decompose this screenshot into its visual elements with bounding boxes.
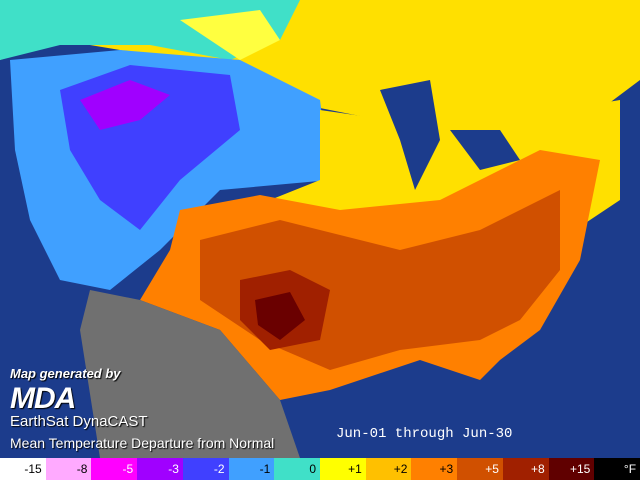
legend-swatch: +5: [457, 458, 503, 480]
legend-swatch: -8: [45, 458, 92, 480]
legend-label: -15: [24, 462, 42, 476]
product-name: EarthSat DynaCAST: [10, 413, 148, 430]
credit-line: Map generated by: [10, 366, 121, 381]
legend-label: +1: [348, 462, 362, 476]
legend-swatch: -2: [182, 458, 229, 480]
legend-label: +15: [569, 462, 591, 476]
legend-swatch: +3: [411, 458, 458, 480]
legend-swatch: +1: [320, 458, 366, 480]
legend-label: +3: [439, 462, 454, 476]
map-description: Mean Temperature Departure from Normal: [10, 435, 275, 451]
legend-swatch: +2: [365, 458, 412, 480]
legend-label: -1: [259, 462, 271, 476]
period: Jun-01 through Jun-30: [336, 426, 513, 442]
legend-swatch: -3: [137, 458, 183, 480]
legend-label: °F: [623, 462, 637, 476]
map: [0, 0, 640, 458]
legend-swatch: °F: [594, 458, 640, 480]
legend-label: +2: [393, 462, 408, 476]
legend-swatch: -1: [228, 458, 275, 480]
logo: MDA: [10, 382, 76, 415]
legend-label: +5: [485, 462, 499, 476]
legend-swatch: -5: [91, 458, 138, 480]
legend-label: -2: [213, 462, 225, 476]
legend-swatch: +8: [502, 458, 549, 480]
legend-swatch: 0: [274, 458, 321, 480]
legend-label: -5: [122, 462, 134, 476]
legend-label: +8: [530, 462, 545, 476]
legend-swatch: -15: [0, 458, 46, 480]
legend-label: -8: [76, 462, 88, 476]
legend-swatch: +15: [548, 458, 595, 480]
legend-label: 0: [309, 462, 317, 476]
legend-label: -3: [168, 462, 179, 476]
legend: -15 -8 -5 -3 -2 -1 0 +1 +2 +3 +5 +8 +15 °F: [0, 458, 640, 480]
